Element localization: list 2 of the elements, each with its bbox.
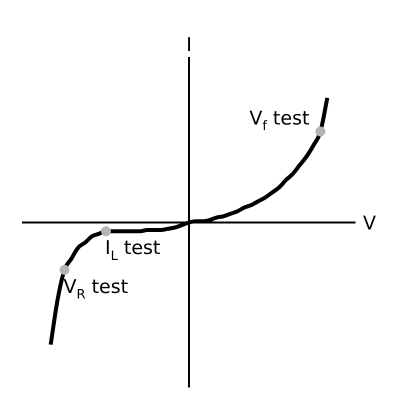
y-axis-title: I [186, 34, 192, 56]
x-axis-title: V [363, 212, 376, 234]
